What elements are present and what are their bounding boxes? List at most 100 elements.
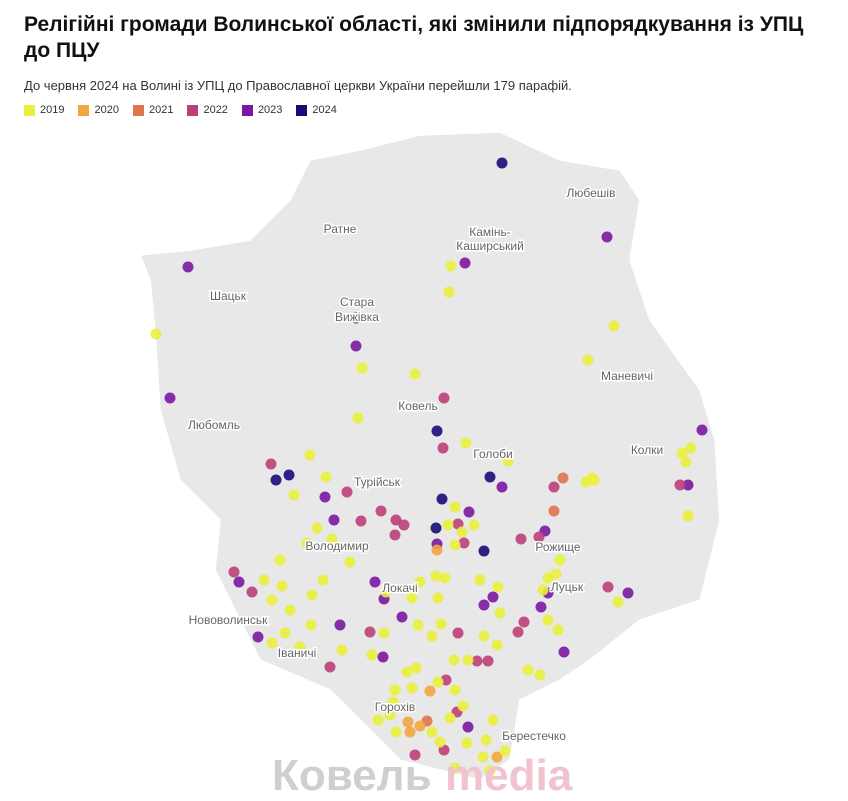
community-dot (265, 458, 277, 470)
community-dot (294, 641, 306, 653)
community-dot (436, 493, 448, 505)
community-dot (494, 607, 506, 619)
community-dot (548, 505, 560, 517)
place-label: Любомль (188, 418, 240, 432)
community-dot (518, 616, 530, 628)
community-dot (409, 749, 421, 761)
community-dot (409, 368, 421, 380)
legend-label: 2021 (148, 104, 174, 116)
community-dot (680, 456, 692, 468)
community-dot (463, 506, 475, 518)
place-label: Колки (631, 443, 663, 457)
community-dot (533, 531, 545, 543)
community-dot (471, 655, 483, 667)
community-dot (334, 619, 346, 631)
legend-label: 2023 (257, 104, 283, 116)
community-dot (364, 626, 376, 638)
place-label: Маневичі (601, 369, 653, 383)
community-dot (372, 714, 384, 726)
community-dot (430, 522, 442, 534)
community-dot (279, 627, 291, 639)
community-dot (474, 574, 486, 586)
community-dot (602, 581, 614, 593)
community-dot (462, 721, 474, 733)
community-dot (522, 664, 534, 676)
watermark: Ковель (272, 751, 432, 800)
place-label: Берестечко (502, 729, 566, 743)
community-dot (432, 592, 444, 604)
community-dot (558, 646, 570, 658)
community-dot (460, 437, 472, 449)
community-dot (682, 510, 694, 522)
community-dot (448, 654, 460, 666)
community-dot (496, 157, 508, 169)
watermark: media (445, 751, 573, 800)
community-dot (396, 611, 408, 623)
community-dot (612, 596, 624, 608)
community-dot (432, 676, 444, 688)
community-dot (457, 700, 469, 712)
community-dot (326, 533, 338, 545)
community-dot (535, 601, 547, 613)
community-dot (350, 340, 362, 352)
legend-label: 2022 (203, 104, 228, 116)
community-dot (478, 545, 490, 557)
community-dot (266, 594, 278, 606)
community-dot (449, 762, 461, 774)
community-dot (685, 442, 697, 454)
place-label: Горохів (375, 700, 416, 714)
community-dot (461, 737, 473, 749)
community-dot (398, 519, 410, 531)
community-dot (478, 630, 490, 642)
community-dot (406, 682, 418, 694)
community-dot (375, 505, 387, 517)
legend-item: 2020 (78, 104, 119, 116)
community-dot (484, 471, 496, 483)
place-label: Луцьк (551, 580, 584, 594)
community-dot (228, 566, 240, 578)
place-label: Любешів (567, 186, 616, 200)
community-dot (434, 736, 446, 748)
community-dot (414, 576, 426, 588)
community-dot (512, 626, 524, 638)
community-dot (324, 661, 336, 673)
legend-label: 2024 (312, 104, 337, 116)
place-label: Нововолинськ (189, 613, 268, 627)
community-dot (480, 734, 492, 746)
community-dot (449, 539, 461, 551)
community-dot (355, 515, 367, 527)
community-dot (491, 751, 503, 763)
place-label: Турійськ (354, 475, 401, 489)
legend-item: 2024 (296, 104, 337, 116)
community-dot (258, 574, 270, 586)
place-label: Ковель (398, 399, 437, 413)
community-dot (426, 630, 438, 642)
community-dot (284, 604, 296, 616)
community-dot (384, 709, 396, 721)
community-dot (390, 514, 402, 526)
community-dot (404, 726, 416, 738)
community-dot (542, 614, 554, 626)
community-dot (487, 714, 499, 726)
community-dot (288, 489, 300, 501)
community-dot (515, 533, 527, 545)
place-label: Голоби (473, 447, 513, 461)
community-dot (502, 455, 514, 467)
legend-swatch (187, 104, 199, 116)
community-dot (377, 651, 389, 663)
community-dot (435, 618, 447, 630)
subtitle: До червня 2024 на Волині із УПЦ до Право… (24, 78, 572, 93)
place-label: Вижівка (335, 310, 379, 324)
community-dot (356, 362, 368, 374)
community-dot (557, 472, 569, 484)
community-dot (462, 654, 474, 666)
community-dot (437, 442, 449, 454)
community-dot (344, 556, 356, 568)
community-dot (412, 619, 424, 631)
community-dot (378, 627, 390, 639)
community-dot (311, 522, 323, 534)
legend-item: 2019 (24, 104, 64, 116)
community-dot (442, 519, 454, 531)
community-dot (304, 449, 316, 461)
community-dot (674, 479, 686, 491)
